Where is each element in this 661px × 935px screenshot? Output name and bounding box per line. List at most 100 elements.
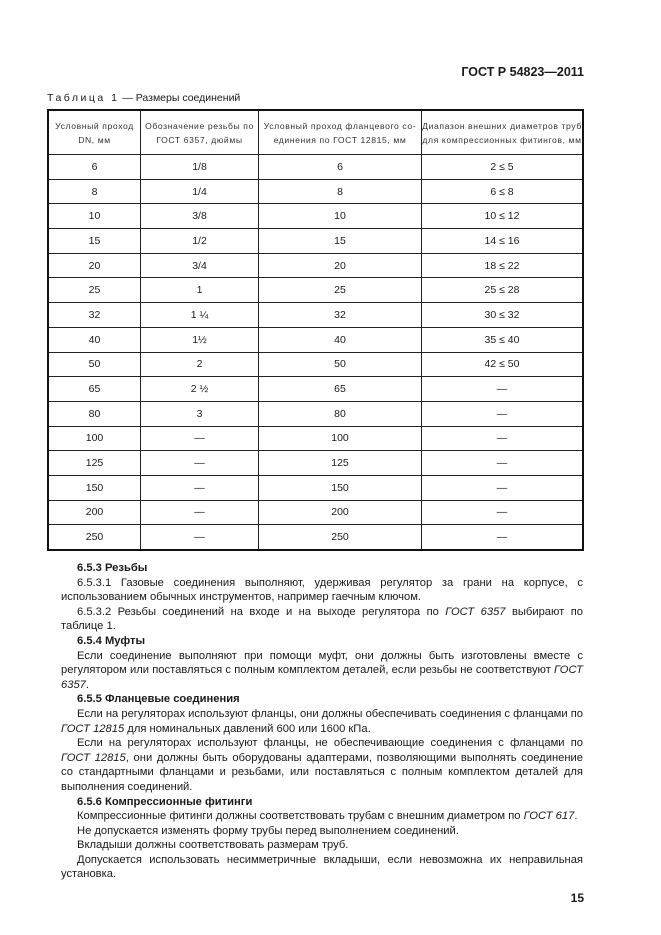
standard-reference: ГОСТ 6357: [61, 664, 583, 691]
table-cell: 3/8: [140, 203, 259, 230]
table-cell: 100: [258, 425, 422, 452]
table-cell: 65: [47, 376, 141, 402]
table-cell: —: [421, 400, 584, 427]
table-cell: —: [140, 474, 259, 501]
table-cell: 1/8: [140, 154, 259, 180]
table-cell: 40: [258, 326, 422, 353]
paragraph-text: Допускается использовать несимметричные …: [61, 853, 583, 881]
column-header-line: Условный проход: [55, 120, 134, 131]
table-row: 65 2 ½ 65—: [47, 376, 584, 402]
table-cell: 10: [47, 203, 141, 230]
table-row: 10 3/8 10 10 ≤ 12: [47, 203, 584, 230]
paragraph-text: .: [574, 810, 578, 823]
column-header-line: единения по ГОСТ 12815, мм: [273, 134, 407, 145]
table-cell: 200: [47, 499, 141, 526]
table-cell: 125: [258, 450, 422, 476]
paragraph: 6.5.3.2 Резьбы соединений на входе и на …: [61, 605, 583, 634]
document-id: ГОСТ Р 54823—2011: [461, 65, 584, 79]
table-row: 6 1/8 6 2 ≤ 5: [47, 154, 584, 180]
table-cell: 6: [47, 154, 141, 180]
table-cell: 20: [258, 252, 422, 279]
standard-reference: ГОСТ 12815: [61, 722, 125, 735]
column-header: Обозначение резьбы по ГОСТ 6357, дюймы: [140, 109, 259, 155]
table-cell: 20: [47, 252, 141, 279]
table-cell: 6: [258, 154, 422, 180]
paragraph-text: Вкладыши должны соответствовать размерам…: [77, 839, 349, 852]
paragraph-text: Компрессионные фитинги должны соответств…: [77, 810, 524, 823]
table-row: 40 1½ 40 35 ≤ 40: [47, 326, 584, 353]
column-header-line: DN, мм: [78, 134, 111, 145]
paragraph: Компрессионные фитинги должны соответств…: [61, 809, 583, 824]
table-cell: —: [421, 474, 584, 501]
table-cell: 32: [47, 302, 141, 328]
table-row: 250—250—: [47, 524, 584, 551]
table-header-row: Условный проход DN, мм Обозначение резьбы …: [47, 109, 584, 155]
table-cell: —: [140, 524, 259, 551]
table-cell: 8: [47, 178, 141, 205]
section-heading: 6.5.5 Фланцевые соединения: [77, 693, 240, 706]
paragraph-text: Не допускается изменять форму трубы пере…: [77, 824, 459, 837]
paragraph-text: .: [85, 678, 89, 691]
table-cell: 14 ≤ 16: [421, 228, 584, 254]
column-header-line: для компрессионных фитингов, мм: [422, 134, 582, 145]
table-cell: 80: [47, 400, 141, 427]
section-heading: 6.5.6 Компрессионные фитинги: [77, 795, 253, 808]
table-cell: 42 ≤ 50: [421, 351, 584, 378]
table-cell: 2 ½: [140, 376, 259, 402]
table-cell: 2 ≤ 5: [421, 154, 584, 180]
standard-reference: ГОСТ 12815: [61, 751, 126, 764]
table-row: 50 2 50 42 ≤ 50: [47, 351, 584, 378]
table-cell: 1 ¼: [140, 302, 259, 328]
table-cell: 100: [47, 425, 141, 452]
column-header-line: Условный проход фланцевого со-: [263, 120, 417, 131]
paragraph-text: Если соединение выполняют при помощи муф…: [61, 649, 583, 677]
table-cell: 3: [140, 400, 259, 427]
table-cell: —: [421, 499, 584, 526]
table-cell: 25 ≤ 28: [421, 277, 584, 304]
page-number: 15: [570, 891, 584, 906]
table-cell: 1: [140, 277, 259, 304]
table-row: 32 1 ¼ 32 30 ≤ 32: [47, 302, 584, 328]
paragraph-text: 6.5.3.2 Резьбы соединений на входе и на …: [77, 605, 446, 618]
table-cell: —: [421, 450, 584, 476]
table-cell: 50: [258, 351, 422, 378]
table-cell: 32: [258, 302, 422, 328]
table-cell: 25: [47, 277, 141, 304]
paragraph-text: , они должны быть оборудованы адаптерами…: [61, 751, 583, 793]
column-header-line: Диапазон внешних диаметров труб: [422, 120, 582, 131]
table-cell: 200: [258, 499, 422, 526]
paragraph-text: Если на регуляторах используют фланцы, о…: [77, 707, 583, 720]
section-heading: 6.5.3 Резьбы: [77, 562, 148, 574]
table-cell: 15: [47, 228, 141, 254]
table-cell: 65: [258, 376, 422, 402]
paragraph-text: выбирают по таблице 1.: [61, 605, 583, 633]
table-cell: —: [421, 524, 584, 551]
table-cell: 15: [258, 228, 422, 254]
table-cell: 6 ≤ 8: [421, 178, 584, 205]
table-row: 80 3 80—: [47, 400, 584, 427]
table-cell: —: [140, 450, 259, 476]
standard-reference: ГОСТ 6357: [445, 605, 506, 618]
column-header-line: ГОСТ 6357, дюймы: [156, 134, 243, 145]
table-cell: 1/2: [140, 228, 259, 254]
table-row: 8 1/4 8 6 ≤ 8: [47, 178, 584, 205]
table-cell: 10: [258, 203, 422, 230]
table-caption: Таблица 1 — Размеры соединений: [47, 91, 584, 105]
table-cell: 1/4: [140, 178, 259, 205]
table-cell: 150: [258, 474, 422, 501]
paragraph: Допускается использовать несимметричные …: [61, 853, 583, 882]
table-caption-label: Таблица 1: [47, 92, 120, 104]
connection-sizes-table: Условный проход DN, мм Обозначение резьбы …: [47, 109, 584, 551]
standard-reference: ГОСТ 617: [523, 810, 575, 823]
paragraph: 6.5.3.1 Газовые соединения выполняют, уд…: [61, 576, 583, 605]
table-row: 100—100—: [47, 425, 584, 452]
table-cell: 125: [47, 450, 141, 476]
paragraph: Вкладыши должны соответствовать размерам…: [61, 838, 583, 853]
table-cell: 3/4: [140, 252, 259, 279]
page-content: ГОСТ Р 54823—2011 Таблица 1 — Размеры со…: [47, 0, 584, 906]
table-cell: —: [140, 425, 259, 452]
table-cell: —: [421, 376, 584, 402]
table-cell: 50: [47, 351, 141, 378]
table-cell: —: [140, 499, 259, 526]
